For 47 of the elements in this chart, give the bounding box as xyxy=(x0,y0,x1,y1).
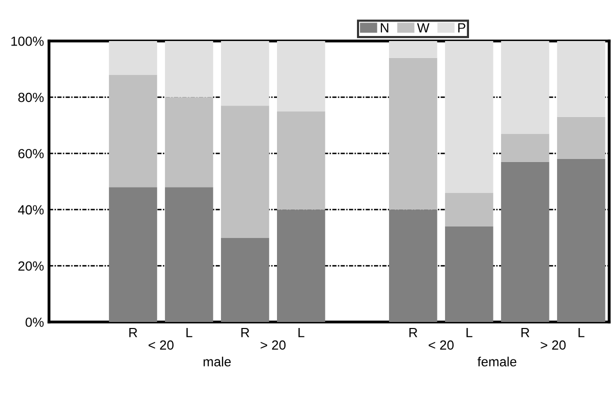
text: < 20 xyxy=(148,340,174,350)
bar xyxy=(220,238,270,322)
y-tick-label: 60% xyxy=(18,148,44,158)
bar xyxy=(445,226,494,322)
bar xyxy=(557,159,606,322)
text: > 20 xyxy=(540,340,566,350)
bar xyxy=(220,41,270,106)
legend-label: P xyxy=(458,23,466,32)
text: < 20 xyxy=(428,340,454,350)
bar xyxy=(445,41,494,193)
text: female xyxy=(478,356,516,366)
y-tick-label: 0% xyxy=(26,318,44,327)
bar xyxy=(389,41,438,58)
bar xyxy=(501,41,550,134)
x-tick-label: L xyxy=(466,328,472,338)
legend-label: W xyxy=(417,23,430,32)
legend-label: N xyxy=(380,23,388,32)
y-tick-label: 100% xyxy=(11,36,44,46)
x-tick-label: L xyxy=(186,328,192,338)
bar xyxy=(108,74,158,188)
bar xyxy=(445,192,494,226)
y-tick-label: 40% xyxy=(18,205,44,215)
text: male xyxy=(204,356,231,366)
x-tick-label: R xyxy=(409,328,418,338)
bar xyxy=(164,41,214,98)
y-tick-label: 20% xyxy=(18,261,44,271)
x-tick-label: R xyxy=(129,328,138,338)
bar xyxy=(164,97,214,188)
bar xyxy=(276,111,326,210)
bar xyxy=(276,210,326,322)
bar xyxy=(108,41,158,75)
bar xyxy=(389,58,438,210)
bar xyxy=(501,134,550,162)
x-tick-label: R xyxy=(521,328,530,338)
y-tick-label: 80% xyxy=(18,92,44,102)
bar xyxy=(389,210,438,322)
bar xyxy=(220,106,270,238)
x-tick-label: L xyxy=(298,328,304,338)
x-tick-label: L xyxy=(578,328,584,338)
x-tick-label: R xyxy=(241,328,250,338)
bar xyxy=(501,162,550,322)
bar xyxy=(557,41,606,117)
bar xyxy=(164,187,214,322)
bar xyxy=(557,116,606,160)
bar xyxy=(276,41,326,112)
bar xyxy=(108,187,158,322)
text: > 20 xyxy=(260,340,286,350)
